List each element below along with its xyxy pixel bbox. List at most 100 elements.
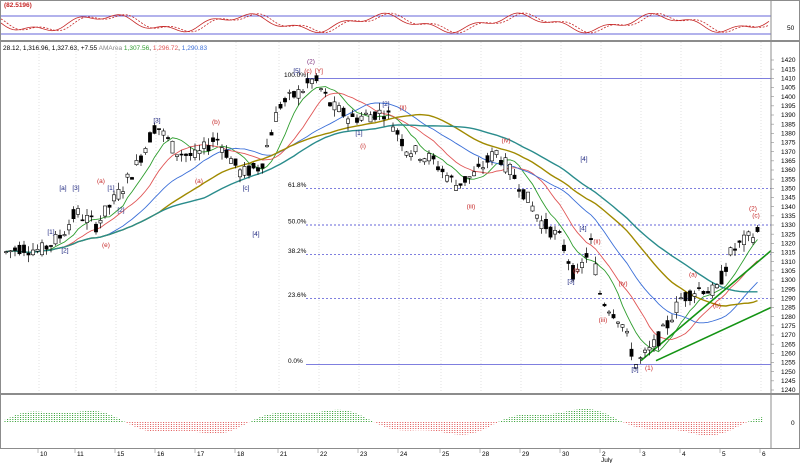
candle-body xyxy=(445,175,449,182)
candle-body xyxy=(472,171,476,177)
candle-body xyxy=(350,113,355,117)
candle-body xyxy=(305,78,310,84)
candle-body xyxy=(287,91,292,94)
candle-body xyxy=(346,118,350,124)
candle-body xyxy=(634,364,638,369)
wave-labels: (2)[5] (c) [Y][2](ii)[3] (b)[1](i)(iv)[4](a… xyxy=(47,59,759,374)
date-label: 22 xyxy=(320,451,328,458)
candle-body xyxy=(467,176,472,179)
oscillator-panel[interactable]: (82.5196) 50 xyxy=(0,0,800,41)
wave-label: (b) xyxy=(212,119,220,126)
candle-body xyxy=(413,145,418,153)
candle-body xyxy=(143,148,148,153)
candle-body xyxy=(751,237,755,243)
candle-body xyxy=(112,194,116,202)
candle-body xyxy=(737,240,742,243)
wave-label: [5] xyxy=(293,68,300,75)
price-axis-label: 1260 xyxy=(781,351,796,358)
price-axis-label: 1410 xyxy=(781,76,796,83)
price-axis-label: 1330 xyxy=(781,222,796,229)
candle-body xyxy=(229,158,233,164)
candle-body xyxy=(418,159,422,161)
candle-body xyxy=(364,112,368,115)
candle-body xyxy=(292,91,296,98)
candle-body xyxy=(611,314,616,319)
wave-label: (2) xyxy=(307,59,315,66)
candle-body xyxy=(643,349,647,353)
candle-body xyxy=(535,214,539,219)
candle-body xyxy=(76,208,80,215)
price-axis-label: 1320 xyxy=(781,241,796,248)
price-chart: 100.0% 61.8% 50.0% 38.2% 23.6% 0.0% (2) [5] (c)… xyxy=(4,42,796,394)
price-axis-label: 1335 xyxy=(781,213,796,220)
wave-label: (b) xyxy=(713,303,721,310)
candle-body xyxy=(584,253,589,258)
month-label: July xyxy=(601,457,613,463)
candle-body xyxy=(458,183,463,186)
fib-label: 0.0% xyxy=(288,358,303,365)
volume-bars xyxy=(4,408,763,436)
candle-body xyxy=(13,247,17,251)
price-axis-label: 1375 xyxy=(781,140,796,147)
date-label: 24 xyxy=(400,451,408,458)
candle-body xyxy=(224,149,229,158)
candle-body xyxy=(130,177,134,180)
candle-body xyxy=(575,268,580,272)
date-label: 11 xyxy=(77,451,84,458)
candle-body xyxy=(715,284,719,289)
wave-label: (ii) xyxy=(399,105,406,112)
price-panel[interactable]: 28.12, 1,316.96, 1,327.63, +7.55 AMArea … xyxy=(0,41,800,394)
date-label: 17 xyxy=(197,451,205,458)
candle-body xyxy=(269,132,274,136)
candle-body xyxy=(697,287,701,289)
candle-body xyxy=(197,150,202,154)
volume-chart: 0 xyxy=(4,395,795,448)
candle-body xyxy=(544,219,548,230)
wave-label: [2] xyxy=(61,248,68,255)
candle-body xyxy=(220,147,224,153)
candle-body xyxy=(638,357,643,359)
candle-body xyxy=(530,205,535,212)
candle-body xyxy=(211,137,215,142)
volume-panel[interactable]: 0 xyxy=(0,394,800,449)
candle-body xyxy=(589,238,593,241)
candle-body xyxy=(260,163,265,169)
price-axis-label: 1300 xyxy=(781,277,796,284)
candle-body xyxy=(170,140,175,154)
candle-body xyxy=(701,290,706,295)
ma-fast-line xyxy=(5,86,758,353)
date-label: 15 xyxy=(117,451,125,458)
price-axis-label: 1385 xyxy=(781,121,796,128)
trend-lines xyxy=(640,250,772,362)
candle-body xyxy=(193,149,197,158)
candle-body xyxy=(161,130,166,136)
candle-body xyxy=(647,347,652,351)
fib-label: 38.2% xyxy=(288,248,307,255)
price-axis-label: 1340 xyxy=(781,204,796,211)
candle-body xyxy=(620,324,625,328)
candle-body xyxy=(710,284,715,296)
oscillator-value-label: (82.5196) xyxy=(4,2,32,9)
price-axis-label: 1275 xyxy=(781,323,796,330)
wave-label: [1] xyxy=(47,229,54,236)
price-axis-label: 1360 xyxy=(781,167,796,174)
candle-body xyxy=(391,126,395,132)
price-axis-label: 1290 xyxy=(781,296,796,303)
candle-body xyxy=(742,234,746,245)
price-axis-label: 1240 xyxy=(781,387,796,394)
price-axis-label: 1350 xyxy=(781,186,796,193)
fib-label: 23.6% xyxy=(288,292,307,299)
candle-body xyxy=(674,301,679,314)
candle-body xyxy=(233,158,238,166)
candle-body xyxy=(373,111,377,120)
candle-body xyxy=(386,110,391,113)
wave-label: (iii) xyxy=(467,204,476,211)
ma-mid-line xyxy=(5,92,758,340)
candle-body xyxy=(688,290,692,301)
candle-body xyxy=(629,348,634,357)
candle-body xyxy=(188,152,193,156)
candle-body xyxy=(103,205,107,217)
candle-body xyxy=(382,116,386,120)
candle-body xyxy=(733,248,737,251)
ma-value-3: 1,290.83 xyxy=(181,45,208,52)
